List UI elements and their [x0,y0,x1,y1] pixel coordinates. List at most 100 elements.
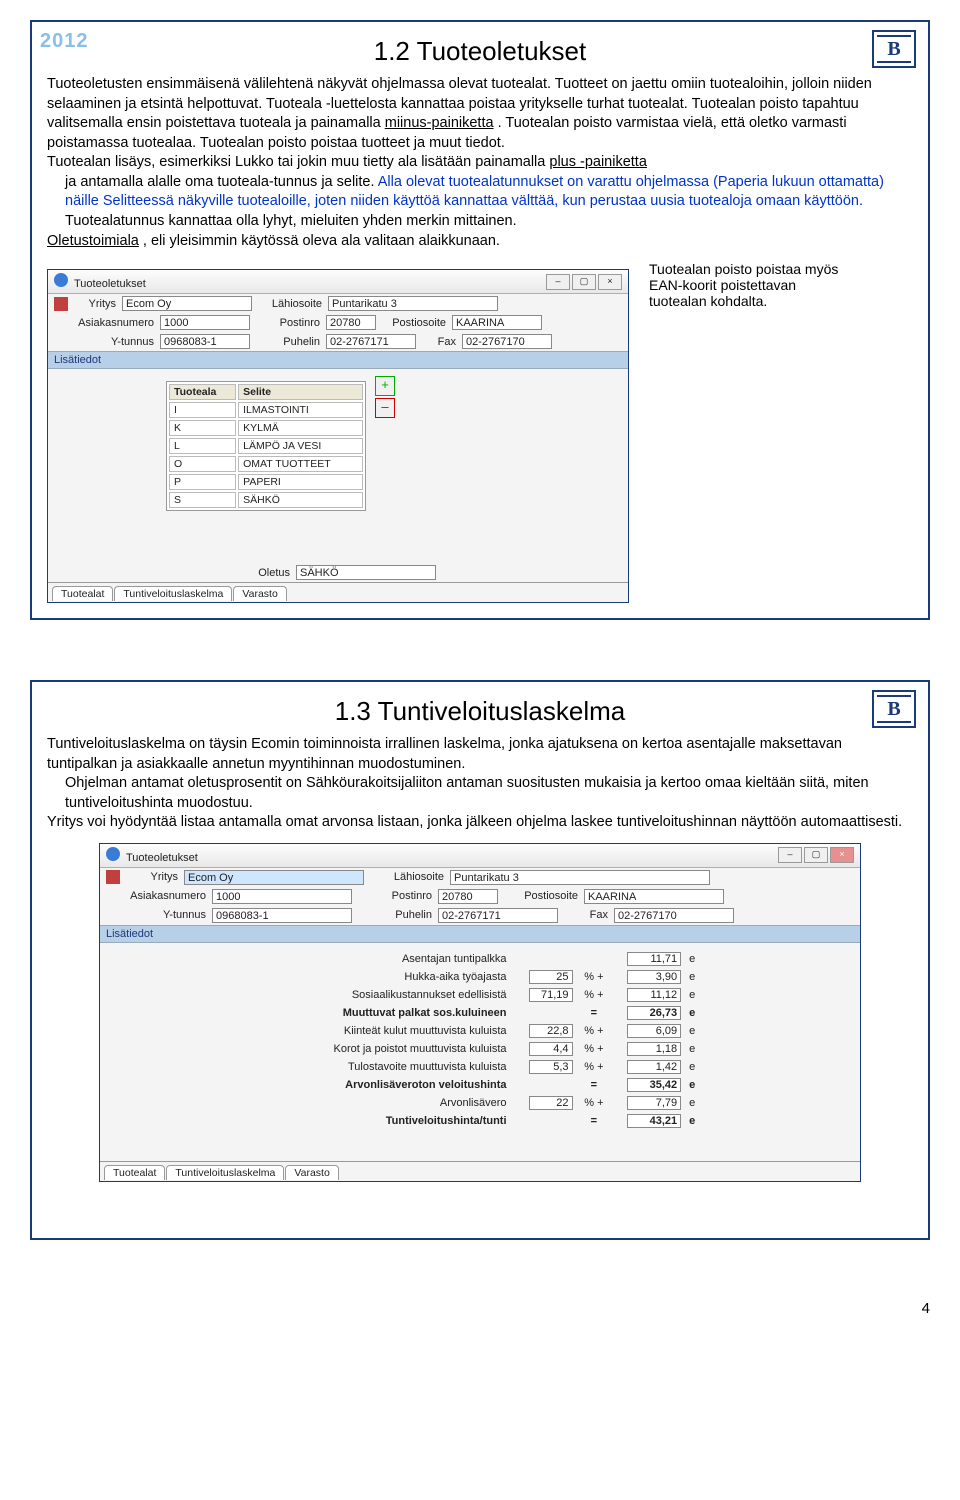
th-tuoteala: Tuoteala [169,384,236,400]
tab-varasto[interactable]: Varasto [233,586,286,601]
tuoteala-table: TuotealaSelite IILMASTOINTI KKYLMÄ LLÄMP… [166,381,366,511]
lbl-asnum: Asiakasnumero [54,317,160,329]
s1-p2c: Tuotealatunnus kannattaa olla lyhyt, mie… [65,213,517,229]
s1-indent: ja antamalla alalle oma tuoteala-tunnus … [65,173,913,232]
titlebar2: Tuoteoletukset – ▢ × [100,844,860,868]
inp-lahi[interactable]: Puntarikatu 3 [328,296,498,311]
inp-fax2[interactable]: 02-2767170 [614,908,734,923]
lbl-lahi2: Lähiosoite [364,871,450,883]
calc-table: Asentajan tuntipalkka11,71e Hukka-aika ty… [250,949,710,1131]
slide2-title: 1.3 Tuntiveloituslaskelma [47,696,913,727]
screenshot1: Tuoteoletukset – ▢ × Yritys Ecom Oy Lähi… [47,269,629,603]
inp-lahi2[interactable]: Puntarikatu 3 [450,870,710,885]
lbl-oletus: Oletus [240,567,296,579]
section-lisatiedot: Lisätiedot [48,351,628,369]
inp-yritys[interactable]: Ecom Oy [122,296,252,311]
tab-tuotealat[interactable]: Tuotealat [52,586,113,601]
th-selite: Selite [238,384,363,400]
window-buttons: – ▢ × [546,274,622,290]
calc-row: Sosiaalikustannukset edellisistä71,19% +… [252,987,708,1003]
callout-text: Tuotealan poisto poistaa myös EAN-koorit… [649,261,849,309]
s2-p1: Tuntiveloituslaskelma on täysin Ecomin t… [47,736,842,772]
s1-oletus: Oletustoimiala [47,233,139,249]
tab-varasto2[interactable]: Varasto [285,1165,338,1180]
section-lisatiedot2: Lisätiedot [100,925,860,943]
close-button[interactable]: × [830,847,854,863]
page-number: 4 [30,1300,930,1317]
calc-row: Tulostavoite muuttuvista kuluista5,3% +1… [252,1059,708,1075]
save-icon[interactable] [54,297,68,311]
s1-minus: miinus-painiketta [385,115,494,131]
close-button[interactable]: × [598,274,622,290]
inp-puh[interactable]: 02-2767171 [326,334,416,349]
lbl-postios2: Postiosoite [498,890,584,902]
inp-puh2[interactable]: 02-2767171 [438,908,558,923]
s1-oletus-rest: , eli yleisimmin käytössä oleva ala vali… [143,233,500,249]
inp-asnum2[interactable]: 1000 [212,889,352,904]
slide-2: B 1.3 Tuntiveloituslaskelma Tuntiveloitu… [30,680,930,1240]
calc-row: Tuntiveloitushinta/tunti=43,21e [252,1113,708,1129]
calc-row: Hukka-aika työajasta25% +3,90e [252,969,708,985]
inp-postinro[interactable]: 20780 [326,315,376,330]
logo-b2: B [872,690,916,728]
tab-tuotealat2[interactable]: Tuotealat [104,1165,165,1180]
lbl-postinro2: Postinro [352,890,438,902]
calc-row: Arvonlisäveroton veloitushinta=35,42e [252,1077,708,1093]
inp-ytun[interactable]: 0968083-1 [160,334,250,349]
lbl-puh2: Puhelin [352,909,438,921]
tab-tuntivel[interactable]: Tuntiveloituslaskelma [114,586,232,601]
maximize-button[interactable]: ▢ [804,847,828,863]
inp-fax[interactable]: 02-2767170 [462,334,552,349]
maximize-button[interactable]: ▢ [572,274,596,290]
slide1-title: 1.2 Tuoteoletukset [47,36,913,67]
inp-oletus[interactable]: SÄHKÖ [296,565,436,580]
titlebar: Tuoteoletukset – ▢ × [48,270,628,294]
lbl-postinro: Postinro [250,317,326,329]
s1-p2a: Tuotealan lisäys, esimerkiksi Lukko tai … [47,154,549,170]
inp-postinro2[interactable]: 20780 [438,889,498,904]
minimize-button[interactable]: – [778,847,802,863]
table-row: PPAPERI [169,474,363,490]
minimize-button[interactable]: – [546,274,570,290]
lbl-ytun: Y-tunnus [54,336,160,348]
tabs2: Tuotealat Tuntiveloituslaskelma Varasto [100,1161,860,1181]
year-badge: 2012 [40,30,89,53]
lbl-ytun2: Y-tunnus [106,909,212,921]
lbl-yritys: Yritys [76,298,122,310]
remove-button[interactable]: – [375,398,395,418]
table-row: SSÄHKÖ [169,492,363,508]
save-icon[interactable] [106,870,120,884]
screenshot2: Tuoteoletukset – ▢ × Yritys Ecom Oy Lähi… [99,843,861,1182]
inp-ytun2[interactable]: 0968083-1 [212,908,352,923]
win-title2: Tuoteoletukset [126,852,198,864]
app-icon [54,273,68,287]
add-button[interactable]: + [375,376,395,396]
calc-row: Asentajan tuntipalkka11,71e [252,951,708,967]
table-row: KKYLMÄ [169,420,363,436]
calc-row: Arvonlisävero22% +7,79e [252,1095,708,1111]
lbl-fax: Fax [416,336,462,348]
s1-plus: plus -painiketta [549,154,647,170]
table-row: IILMASTOINTI [169,402,363,418]
tabs: Tuotealat Tuntiveloituslaskelma Varasto [48,582,628,602]
lbl-postios: Postiosoite [376,317,452,329]
inp-postios[interactable]: KAARINA [452,315,542,330]
app-icon [106,847,120,861]
s1-p2b: ja antamalla alalle oma tuoteala-tunnus … [65,174,378,190]
slide-1: 2012 B 1.2 Tuoteoletukset Tuoteoletusten… [30,20,930,620]
inp-asnum[interactable]: 1000 [160,315,250,330]
lbl-yritys2: Yritys [128,871,184,883]
calc-row: Muuttuvat palkat sos.kuluineen=26,73e [252,1005,708,1021]
window-buttons2: – ▢ × [778,847,854,863]
lbl-fax2: Fax [558,909,614,921]
calc-row: Kiinteät kulut muuttuvista kuluista22,8%… [252,1023,708,1039]
lbl-lahi: Lähiosoite [252,298,328,310]
inp-yritys2[interactable]: Ecom Oy [184,870,364,885]
s2-p3: Yritys voi hyödyntää listaa antamalla om… [47,814,902,830]
lbl-puh: Puhelin [250,336,326,348]
inp-postios2[interactable]: KAARINA [584,889,724,904]
s2-p2: Ohjelman antamat oletusprosentit on Sähk… [65,775,869,811]
tab-tuntivel2[interactable]: Tuntiveloituslaskelma [166,1165,284,1180]
calc-row: Korot ja poistot muuttuvista kuluista4,4… [252,1041,708,1057]
slide2-body: Tuntiveloituslaskelma on täysin Ecomin t… [47,735,913,833]
